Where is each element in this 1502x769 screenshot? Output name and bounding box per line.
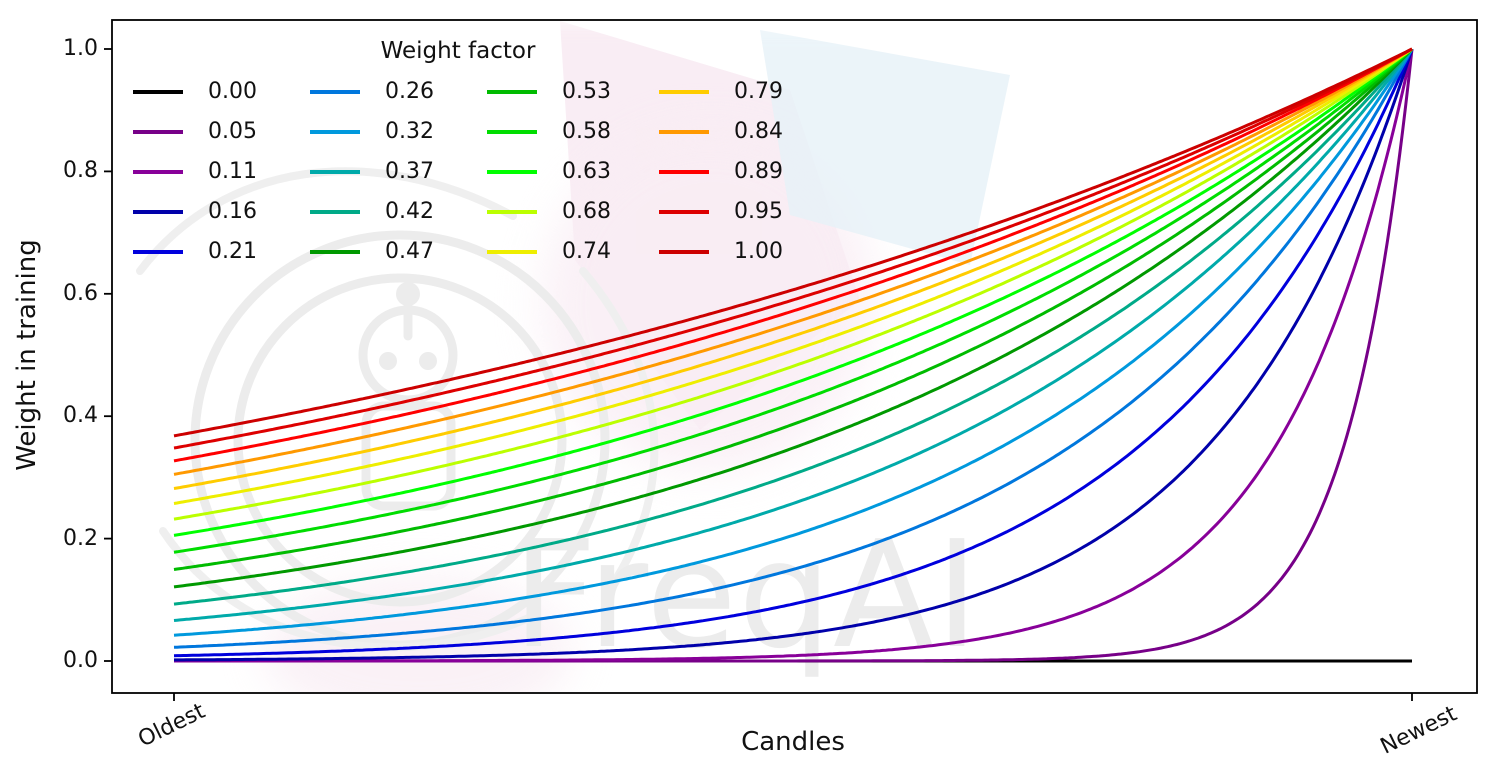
legend-label: 0.26 <box>385 79 434 104</box>
legend-label: 0.16 <box>208 199 257 224</box>
curve-0.95 <box>173 47 1413 450</box>
legend-label: 0.00 <box>208 79 257 104</box>
curve-0.42 <box>173 48 1414 606</box>
legend-label: 0.58 <box>562 119 611 144</box>
legend-label: 0.79 <box>734 79 783 104</box>
curve-0.11 <box>174 48 1414 663</box>
legend-swatch <box>133 90 183 94</box>
curve-0.84 <box>173 47 1413 476</box>
legend-item: 0.42 <box>310 198 434 226</box>
curve-0.47 <box>173 47 1414 589</box>
legend-item: 0.68 <box>487 198 611 226</box>
legend-item: 0.47 <box>310 238 434 266</box>
plot-border <box>111 19 1478 694</box>
curve-0.89 <box>173 47 1413 463</box>
legend-swatch <box>659 170 709 174</box>
legend-swatch <box>487 90 537 94</box>
legend-label: 0.95 <box>734 199 783 224</box>
legend-item: 0.37 <box>310 158 434 186</box>
y-tick-label-0.2: 0.2 <box>63 526 98 551</box>
y-tick-label-1.0: 1.0 <box>63 36 98 61</box>
legend-item: 0.89 <box>659 158 783 186</box>
curve-0.53 <box>173 47 1414 571</box>
legend-swatch <box>133 210 183 214</box>
y-tick-label-0.8: 0.8 <box>63 158 98 183</box>
legend-label: 0.32 <box>385 119 434 144</box>
legend-swatch <box>659 250 709 254</box>
legend-item: 0.95 <box>659 198 783 226</box>
legend-swatch <box>133 130 183 134</box>
legend-swatch <box>310 130 360 134</box>
legend-label: 0.84 <box>734 119 783 144</box>
legend-title: Weight factor <box>380 38 536 64</box>
curve-0.37 <box>173 48 1414 622</box>
x-axis-label: Candles <box>741 727 845 757</box>
legend-item: 0.05 <box>133 118 257 146</box>
legend-label: 0.63 <box>562 159 611 184</box>
legend-label: 0.74 <box>562 239 611 264</box>
legend-item: 0.53 <box>487 78 611 106</box>
legend-swatch <box>310 90 360 94</box>
legend-item: 0.21 <box>133 238 257 266</box>
legend-swatch <box>487 210 537 214</box>
curve-0.21 <box>173 48 1414 658</box>
legend-item: 0.79 <box>659 78 783 106</box>
legend-label: 0.05 <box>208 119 257 144</box>
logo-robot-body <box>361 401 456 511</box>
legend-label: 0.21 <box>208 239 257 264</box>
legend-swatch <box>487 170 537 174</box>
legend-item: 0.32 <box>310 118 434 146</box>
legend-label: 1.00 <box>734 239 783 264</box>
legend-swatch <box>487 130 537 134</box>
y-tick-label-0.0: 0.0 <box>63 648 98 673</box>
legend-item: 0.74 <box>487 238 611 266</box>
legend-item: 0.11 <box>133 158 257 186</box>
logo-leaf-arc-1 <box>136 167 517 275</box>
legend-item: 0.63 <box>487 158 611 186</box>
legend-item: 0.16 <box>133 198 257 226</box>
curve-0.58 <box>173 47 1413 554</box>
y-tick-label-0.4: 0.4 <box>63 403 98 428</box>
legend-swatch <box>310 170 360 174</box>
legend-item: 0.00 <box>133 78 257 106</box>
legend-item: 0.26 <box>310 78 434 106</box>
curve-0.68 <box>173 47 1413 521</box>
legend-label: 0.37 <box>385 159 434 184</box>
legend-item: 0.58 <box>487 118 611 146</box>
legend-item: 0.84 <box>659 118 783 146</box>
curve-1.00 <box>173 47 1413 438</box>
legend-swatch <box>659 90 709 94</box>
legend-item: 1.00 <box>659 238 783 266</box>
curve-0.26 <box>173 48 1414 649</box>
curve-0.74 <box>173 47 1413 505</box>
logo-leaf-arc-2 <box>159 527 537 652</box>
y-tick-label-0.6: 0.6 <box>63 281 98 306</box>
legend-swatch <box>133 170 183 174</box>
legend-label: 0.89 <box>734 159 783 184</box>
legend-swatch <box>659 210 709 214</box>
curve-0.63 <box>173 47 1413 537</box>
curve-0.79 <box>173 47 1413 490</box>
legend-swatch <box>310 210 360 214</box>
legend-label: 0.53 <box>562 79 611 104</box>
logo-inner-circle <box>233 273 567 607</box>
legend-label: 0.47 <box>385 239 434 264</box>
legend-swatch <box>133 250 183 254</box>
legend-label: 0.11 <box>208 159 257 184</box>
curve-0.16 <box>174 48 1414 662</box>
curve-0.32 <box>173 48 1414 637</box>
y-axis-label: Weight in training <box>12 239 42 471</box>
logo-robot-eye-left <box>379 352 397 370</box>
legend-label: 0.42 <box>385 199 434 224</box>
legend-label: 0.68 <box>562 199 611 224</box>
logo-antenna-ball <box>396 282 420 306</box>
logo-robot-eye-right <box>419 352 437 370</box>
legend-swatch <box>310 250 360 254</box>
legend-swatch <box>659 130 709 134</box>
legend-swatch <box>487 250 537 254</box>
